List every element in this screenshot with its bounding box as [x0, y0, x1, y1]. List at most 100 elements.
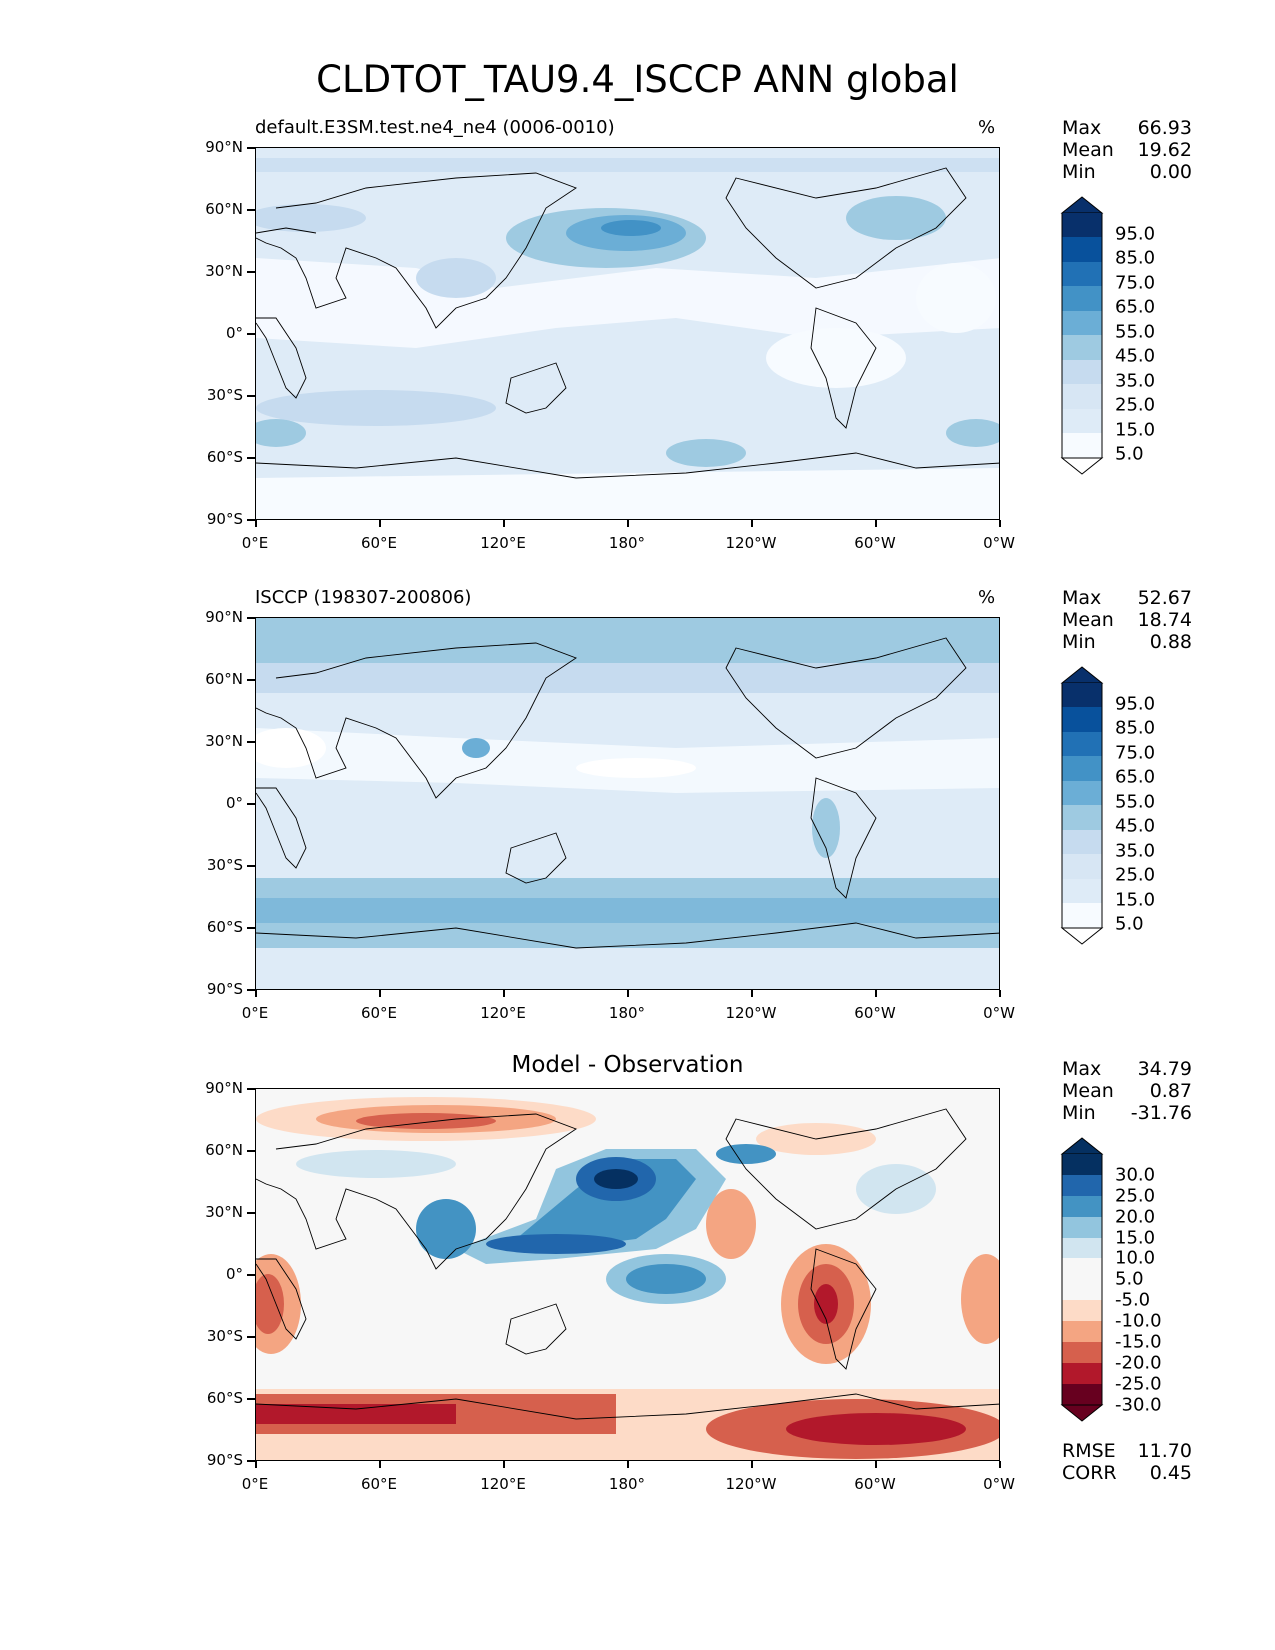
- cbar-label: 85.0: [1115, 717, 1156, 739]
- xlabel-60w: 60°W: [854, 1475, 896, 1493]
- cbar-label: 65.0: [1115, 766, 1156, 788]
- cbar-label: -5.0: [1115, 1289, 1151, 1311]
- cbar-label: 25.0: [1115, 864, 1156, 886]
- map-diff-field: [256, 1089, 999, 1460]
- ylabel-90n: 90°N: [205, 1079, 243, 1097]
- cbar-label: 95.0: [1115, 223, 1156, 245]
- xlabel-0w: 0°W: [983, 1475, 1015, 1493]
- xlabel-0e: 0°E: [241, 534, 269, 552]
- cbar-label: 55.0: [1115, 321, 1156, 343]
- ylabel-90n: 90°N: [205, 138, 243, 156]
- stat-label: Max: [1062, 117, 1102, 139]
- panel-obs-colorbar: [1060, 666, 1104, 945]
- cbar-label: 45.0: [1115, 815, 1156, 837]
- xlabel-0e: 0°E: [241, 1004, 269, 1022]
- xlabel-120e: 120°E: [480, 1475, 526, 1493]
- cbar-label: 75.0: [1115, 272, 1156, 294]
- cbar-label: 95.0: [1115, 693, 1156, 715]
- stat-value: 66.93: [1137, 117, 1192, 139]
- stat-label: RMSE: [1062, 1440, 1116, 1462]
- ylabel-0: 0°: [225, 794, 243, 812]
- xlabel-120e: 120°E: [480, 534, 526, 552]
- stat-label: Min: [1062, 161, 1096, 183]
- ylabel-30n: 30°N: [205, 262, 243, 280]
- panel-diff: Model - Observation: [0, 1052, 1275, 1528]
- panel-obs: ISCCP (198307-200806) % 90°N: [0, 587, 1275, 1057]
- panel-model-units: %: [978, 117, 996, 138]
- panel-obs-stats: Max 52.67 Mean 18.74 Min 0.88: [1062, 587, 1192, 653]
- xlabel-60e: 60°E: [360, 1475, 398, 1493]
- cbar-label: 65.0: [1115, 296, 1156, 318]
- xlabel-180: 180°: [608, 1004, 646, 1022]
- ylabel-90s: 90°S: [206, 510, 243, 528]
- stat-value: 0.87: [1149, 1080, 1192, 1102]
- ylabel-30s: 30°S: [206, 386, 243, 404]
- stat-label: Mean: [1062, 1080, 1114, 1102]
- xlabel-60e: 60°E: [360, 534, 398, 552]
- cbar-label: 35.0: [1115, 370, 1156, 392]
- stat-value: 18.74: [1137, 609, 1192, 631]
- stat-value: 0.45: [1149, 1462, 1192, 1484]
- figure-title: CLDTOT_TAU9.4_ISCCP ANN global: [316, 58, 959, 101]
- cbar-label: 75.0: [1115, 742, 1156, 764]
- xlabel-0e: 0°E: [241, 1475, 269, 1493]
- cbar-label: 45.0: [1115, 345, 1156, 367]
- stat-value: 0.88: [1149, 631, 1192, 653]
- cbar-label: 85.0: [1115, 247, 1156, 269]
- map-model-field: [256, 148, 999, 519]
- panel-model-title: default.E3SM.test.ne4_ne4 (0006-0010): [255, 117, 615, 138]
- panel-diff-stats: Max 34.79 Mean 0.87 Min -31.76: [1062, 1058, 1192, 1124]
- stat-label: Max: [1062, 1058, 1102, 1080]
- map-model: [255, 147, 1000, 520]
- cbar-label: -30.0: [1115, 1394, 1162, 1416]
- ylabel-90s: 90°S: [206, 980, 243, 998]
- xlabel-120e: 120°E: [480, 1004, 526, 1022]
- ylabel-30s: 30°S: [206, 1327, 243, 1345]
- cbar-label: 35.0: [1115, 840, 1156, 862]
- panel-model: default.E3SM.test.ne4_ne4 (0006-0010) %: [0, 117, 1275, 587]
- cbar-label: 25.0: [1115, 394, 1156, 416]
- stat-label: CORR: [1062, 1462, 1117, 1484]
- ylabel-30n: 30°N: [205, 732, 243, 750]
- cbar-label: 15.0: [1115, 1227, 1156, 1249]
- ylabel-0: 0°: [225, 1265, 243, 1283]
- panel-model-stats: Max 66.93 Mean 19.62 Min 0.00: [1062, 117, 1192, 183]
- ylabel-60s: 60°S: [206, 1389, 243, 1407]
- xlabel-60e: 60°E: [360, 1004, 398, 1022]
- ylabel-60n: 60°N: [205, 200, 243, 218]
- panel-diff-extra-stats: RMSE 11.70 CORR 0.45: [1062, 1440, 1192, 1484]
- ylabel-90n: 90°N: [205, 608, 243, 626]
- xlabel-0w: 0°W: [983, 534, 1015, 552]
- cbar-label: 15.0: [1115, 889, 1156, 911]
- stat-value: -31.76: [1130, 1102, 1192, 1124]
- ylabel-60s: 60°S: [206, 448, 243, 466]
- cbar-label: -25.0: [1115, 1373, 1162, 1395]
- panel-diff-title: Model - Observation: [511, 1052, 744, 1078]
- ylabel-30n: 30°N: [205, 1203, 243, 1221]
- cbar-label: -15.0: [1115, 1331, 1162, 1353]
- cbar-label: 5.0: [1115, 443, 1144, 465]
- ylabel-60s: 60°S: [206, 918, 243, 936]
- xlabel-60w: 60°W: [854, 1004, 896, 1022]
- cbar-label: 25.0: [1115, 1185, 1156, 1207]
- cbar-label: 5.0: [1115, 913, 1144, 935]
- stat-label: Mean: [1062, 609, 1114, 631]
- xlabel-120w: 120°W: [725, 1475, 777, 1493]
- panel-obs-title: ISCCP (198307-200806): [255, 587, 472, 608]
- cbar-label: 5.0: [1115, 1268, 1144, 1290]
- panel-model-colorbar: [1060, 196, 1104, 475]
- xlabel-0w: 0°W: [983, 1004, 1015, 1022]
- map-diff: [255, 1088, 1000, 1461]
- cbar-label: 30.0: [1115, 1164, 1156, 1186]
- panel-obs-units: %: [978, 587, 996, 608]
- cbar-label: 10.0: [1115, 1247, 1156, 1269]
- xlabel-120w: 120°W: [725, 534, 777, 552]
- stat-label: Min: [1062, 1102, 1096, 1124]
- stat-label: Max: [1062, 587, 1102, 609]
- map-obs: [255, 617, 1000, 990]
- ylabel-60n: 60°N: [205, 1141, 243, 1159]
- map-obs-field: [256, 618, 999, 989]
- xlabel-120w: 120°W: [725, 1004, 777, 1022]
- stat-value: 0.00: [1149, 161, 1192, 183]
- ylabel-90s: 90°S: [206, 1451, 243, 1469]
